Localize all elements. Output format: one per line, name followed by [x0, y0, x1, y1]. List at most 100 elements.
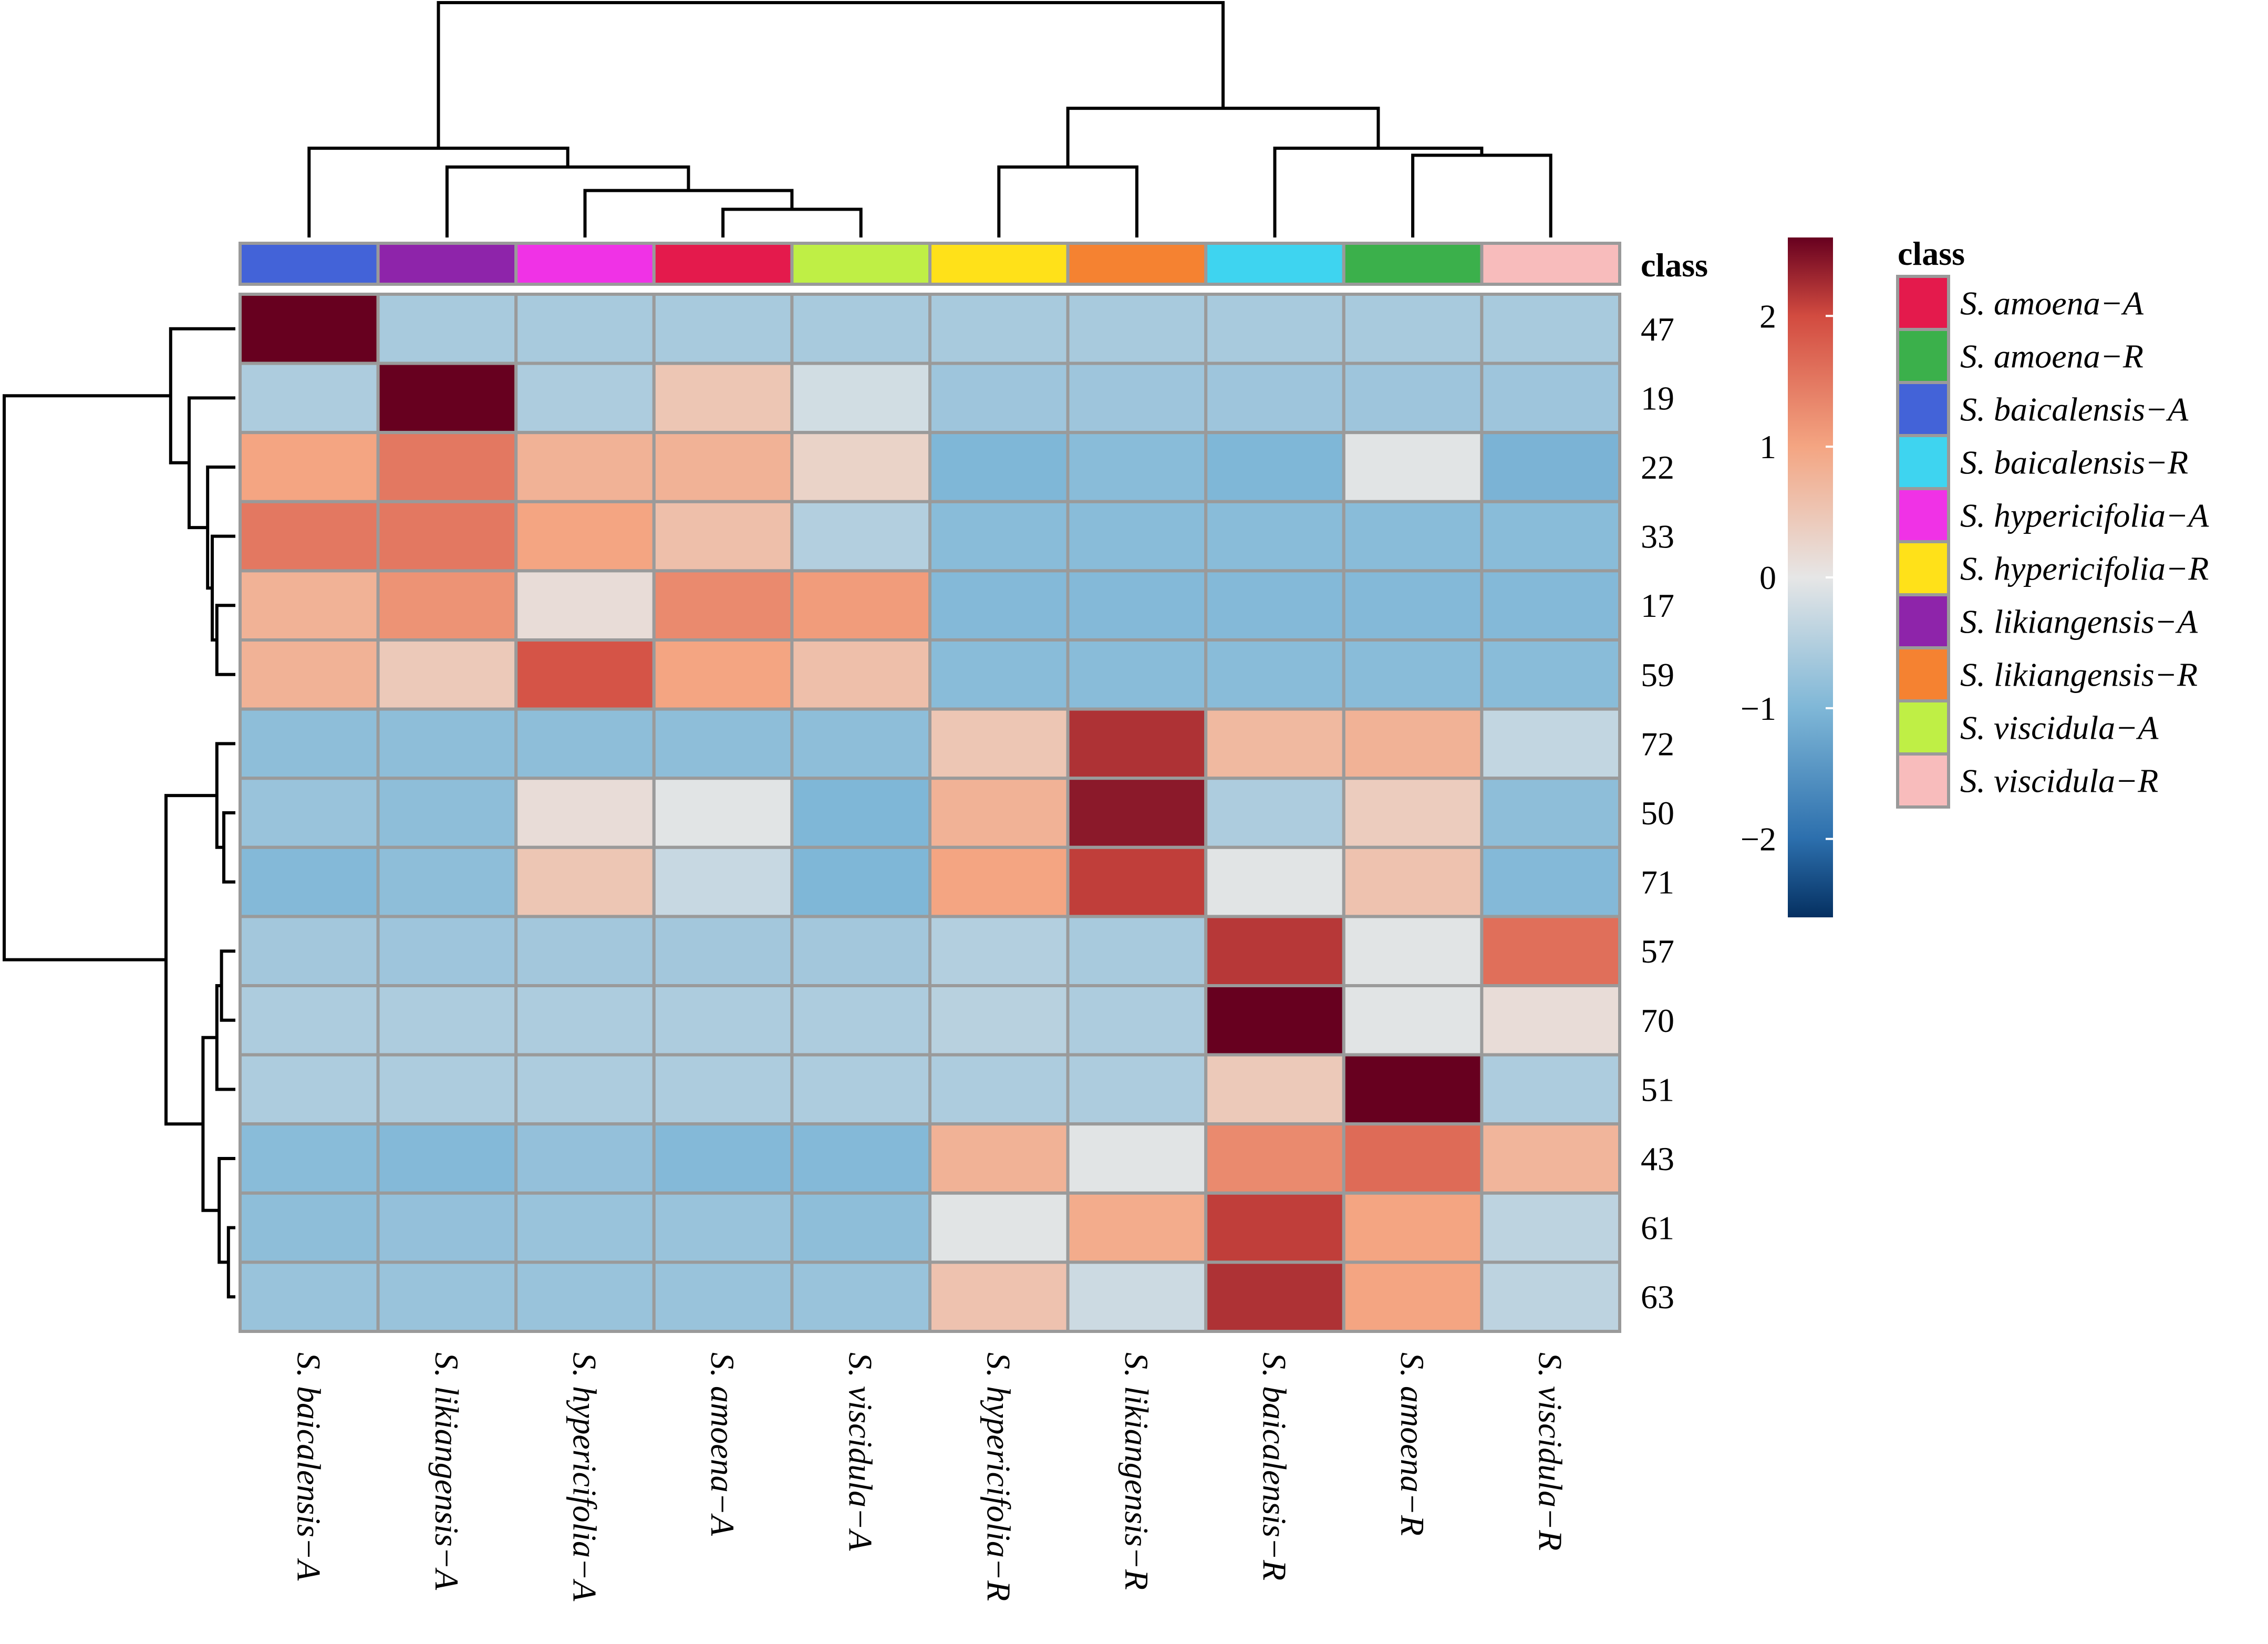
heatmap-cell: [790, 500, 932, 573]
class-legend-swatch: [1896, 752, 1950, 809]
heatmap-cell: [1480, 500, 1621, 573]
dendrogram-branch: [307, 147, 569, 237]
heatmap-cell: [928, 1053, 1070, 1126]
heatmap-cell: [1342, 500, 1484, 573]
heatmap-cell: [790, 431, 932, 503]
dendrogram-branch: [721, 208, 863, 237]
heatmap-cell: [790, 1122, 932, 1195]
column-labels: S. baicalensis−A S. likiangensis−A S. hype…: [290, 1352, 1569, 1601]
heatmap-cell: [1204, 845, 1345, 918]
class-legend-label: S. likiangensis−A: [1960, 603, 2198, 640]
class-legend-swatch: [1896, 434, 1950, 490]
row-label: 63: [1641, 1278, 1674, 1316]
class-annotation-label: class: [1641, 246, 1708, 284]
class-annotation-cell: [928, 242, 1070, 286]
column-label: S. viscidula−A: [842, 1352, 879, 1551]
row-label: 50: [1641, 794, 1674, 832]
row-label: 17: [1641, 587, 1674, 624]
heatmap-cell: [239, 293, 380, 365]
column-label: S. baicalensis−A: [290, 1352, 327, 1581]
heatmap-cell: [652, 500, 794, 573]
heatmap-cell: [514, 845, 656, 918]
dendrogram-branch: [583, 189, 794, 237]
heatmap-cell: [514, 777, 656, 849]
heatmap-cell: [1066, 1260, 1208, 1333]
heatmap-cell: [376, 1053, 518, 1126]
row-dendrogram: [3, 327, 235, 1299]
heatmap-cell: [1480, 845, 1621, 918]
heatmap-cell: [1480, 1053, 1621, 1126]
heatmap-cell: [1204, 500, 1345, 573]
class-legend-swatch: [1896, 381, 1950, 437]
heatmap-cells: [239, 293, 1621, 1333]
heatmap-cell: [652, 984, 794, 1057]
heatmap-cell: [514, 1122, 656, 1195]
heatmap-cell: [1066, 638, 1208, 711]
heatmap-cell: [376, 984, 518, 1057]
class-legend-swatch: [1896, 646, 1950, 702]
heatmap-cell: [239, 777, 380, 849]
class-annotation-cell: [1480, 242, 1621, 286]
heatmap-cell: [928, 569, 1070, 642]
heatmap-cell: [514, 915, 656, 988]
heatmap-cell: [790, 915, 932, 988]
column-label: S. hypericifolia−R: [980, 1352, 1017, 1601]
dendrogram-branch: [3, 394, 171, 961]
dendrogram-branch: [215, 984, 235, 1091]
heatmap-cell: [514, 293, 656, 365]
heatmap-cell: [514, 638, 656, 711]
heatmap-cell: [376, 915, 518, 988]
column-label: S. baicalensis−R: [1256, 1352, 1293, 1580]
row-label: 51: [1641, 1071, 1674, 1108]
heatmap-cell: [239, 361, 380, 435]
heatmap-cell: [790, 707, 932, 780]
class-annotation-cell: [790, 242, 932, 286]
heatmap-cell: [239, 638, 380, 711]
heatmap-cell: [1342, 638, 1484, 711]
heatmap-cell: [1342, 1053, 1484, 1126]
heatmap-cell: [1204, 777, 1345, 849]
heatmap-cell: [1342, 431, 1484, 503]
heatmap-cell: [790, 845, 932, 918]
column-dendrogram: [307, 1, 1552, 237]
class-annotation-cell: [376, 242, 518, 286]
color-scale-legend: −2 −1 0 1 2: [1741, 237, 1833, 917]
heatmap-cell: [1066, 984, 1208, 1057]
heatmap-cell: [652, 361, 794, 435]
heatmap-cell: [1480, 707, 1621, 780]
color-scale-tick-label: −1: [1741, 690, 1776, 727]
class-legend-label: S. amoena−R: [1960, 338, 2143, 375]
heatmap-cell: [928, 361, 1070, 435]
heatmap-cell: [1342, 361, 1484, 435]
heatmap-cell: [1480, 984, 1621, 1057]
heatmap-cell: [652, 1053, 794, 1126]
column-label: S. likiangensis−A: [428, 1352, 465, 1590]
heatmap-cell: [514, 984, 656, 1057]
heatmap-cell: [1480, 361, 1621, 435]
color-scale-tick-label: 0: [1759, 559, 1776, 596]
dendrogram-branch: [215, 742, 235, 849]
heatmap-cell: [1204, 707, 1345, 780]
heatmap-cell: [1204, 1122, 1345, 1195]
heatmap-cell: [1480, 777, 1621, 849]
heatmap-cell: [652, 638, 794, 711]
heatmap-cell: [514, 500, 656, 573]
heatmap-cell: [652, 915, 794, 988]
class-legend: class S. amoena−A S. amoena−R S. baicalens…: [1896, 235, 2209, 809]
class-annotation-cell: [1204, 242, 1345, 286]
row-label: 71: [1641, 864, 1674, 901]
heatmap-cell: [1342, 984, 1484, 1057]
heatmap-cell: [1204, 1260, 1345, 1333]
dendrogram-branch: [445, 165, 690, 237]
class-legend-swatch: [1896, 328, 1950, 384]
dendrogram-branch: [1411, 153, 1552, 237]
row-label: 57: [1641, 933, 1674, 970]
row-labels: 47 19 22 33 17 59 72 50 71 57 70 51 43 61 63: [1641, 311, 1674, 1316]
row-label: 19: [1641, 379, 1674, 417]
heatmap-cell: [1342, 1122, 1484, 1195]
class-legend-label: S. likiangensis−R: [1960, 656, 2198, 694]
heatmap-cell: [1204, 1191, 1345, 1264]
heatmap-cell: [239, 500, 380, 573]
heatmap-cell: [1342, 293, 1484, 365]
